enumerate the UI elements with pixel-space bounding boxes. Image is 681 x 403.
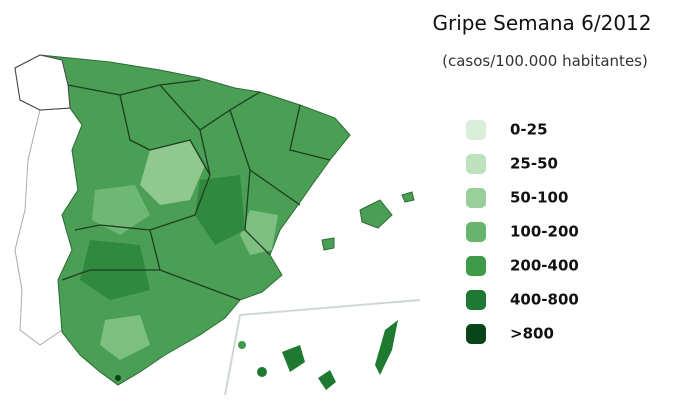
canary xyxy=(318,370,336,390)
ceuta xyxy=(115,375,121,381)
legend-label: >800 xyxy=(510,325,554,343)
legend-label: 0-25 xyxy=(510,121,548,139)
canary xyxy=(282,345,305,372)
legend-label: 25-50 xyxy=(510,155,558,173)
balearic xyxy=(401,191,415,203)
light-patch xyxy=(100,315,150,360)
legend-label: 400-800 xyxy=(510,291,579,309)
light-patch xyxy=(92,185,150,235)
legend-label: 50-100 xyxy=(510,189,568,207)
legend-swatch xyxy=(466,324,486,344)
legend: 0-25 25-50 50-100 100-200 200-400 400-800 >800 xyxy=(466,120,579,344)
subtitle: (casos/100.000 habitantes) xyxy=(442,52,648,70)
light-patch xyxy=(140,140,205,205)
legend-swatch xyxy=(466,256,486,276)
dark-patch xyxy=(195,175,245,245)
balearic xyxy=(321,237,335,251)
canary xyxy=(375,320,398,375)
legend-label: 200-400 xyxy=(510,257,579,275)
legend-label: 100-200 xyxy=(510,223,579,241)
galicia xyxy=(14,54,71,111)
legend-swatch xyxy=(466,120,486,140)
canary xyxy=(257,367,267,377)
legend-swatch xyxy=(466,188,486,208)
legend-swatch xyxy=(466,154,486,174)
legend-swatch xyxy=(466,290,486,310)
region-border xyxy=(61,79,331,301)
canary-frame xyxy=(224,299,421,396)
balearic xyxy=(359,199,393,229)
legend-swatch xyxy=(466,222,486,242)
map xyxy=(14,54,421,396)
canary xyxy=(238,341,246,349)
light-patch xyxy=(240,210,278,255)
title: Gripe Semana 6/2012 xyxy=(432,11,651,35)
